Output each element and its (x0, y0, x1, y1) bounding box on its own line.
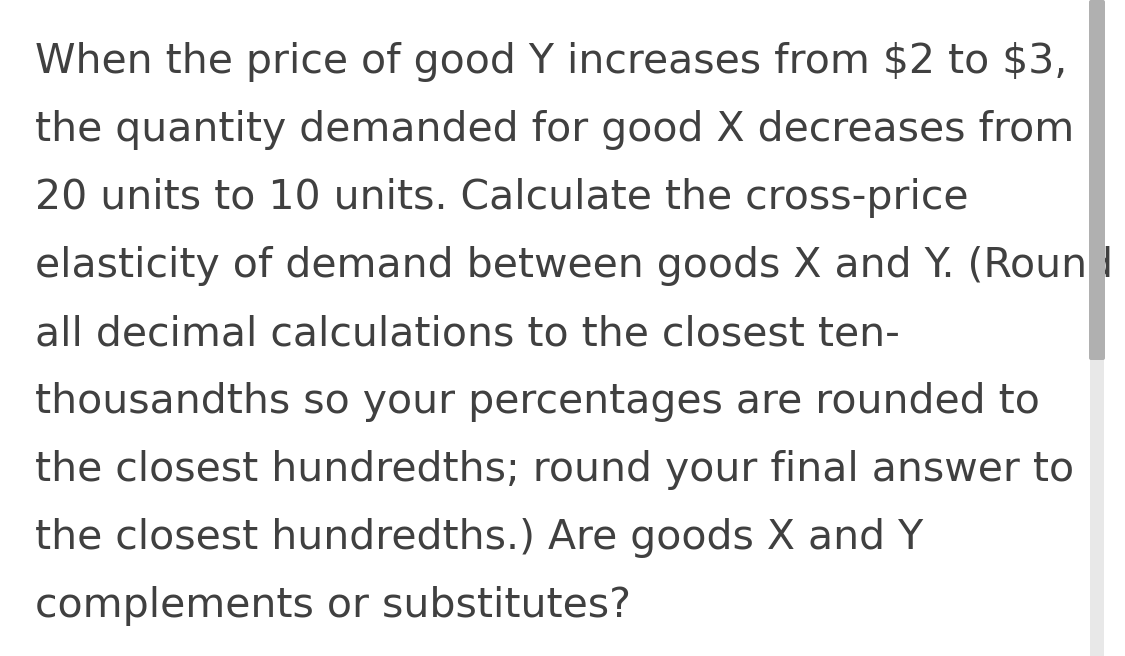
Text: the closest hundredths; round your final answer to: the closest hundredths; round your final… (35, 450, 1074, 490)
Text: the quantity demanded for good X decreases from: the quantity demanded for good X decreas… (35, 110, 1074, 150)
Text: 20 units to 10 units. Calculate the cross-price: 20 units to 10 units. Calculate the cros… (35, 178, 969, 218)
Text: elasticity of demand between goods X and Y. (Round: elasticity of demand between goods X and… (35, 246, 1113, 286)
Text: When the price of good Y increases from $2 to $3,: When the price of good Y increases from … (35, 42, 1068, 82)
Text: all decimal calculations to the closest ten-: all decimal calculations to the closest … (35, 314, 900, 354)
Text: the closest hundredths.) Are goods X and Y: the closest hundredths.) Are goods X and… (35, 518, 924, 558)
Text: thousandths so your percentages are rounded to: thousandths so your percentages are roun… (35, 382, 1040, 422)
Bar (1090, 0, 1104, 656)
Text: complements or substitutes?: complements or substitutes? (35, 586, 631, 626)
FancyBboxPatch shape (1089, 0, 1105, 360)
